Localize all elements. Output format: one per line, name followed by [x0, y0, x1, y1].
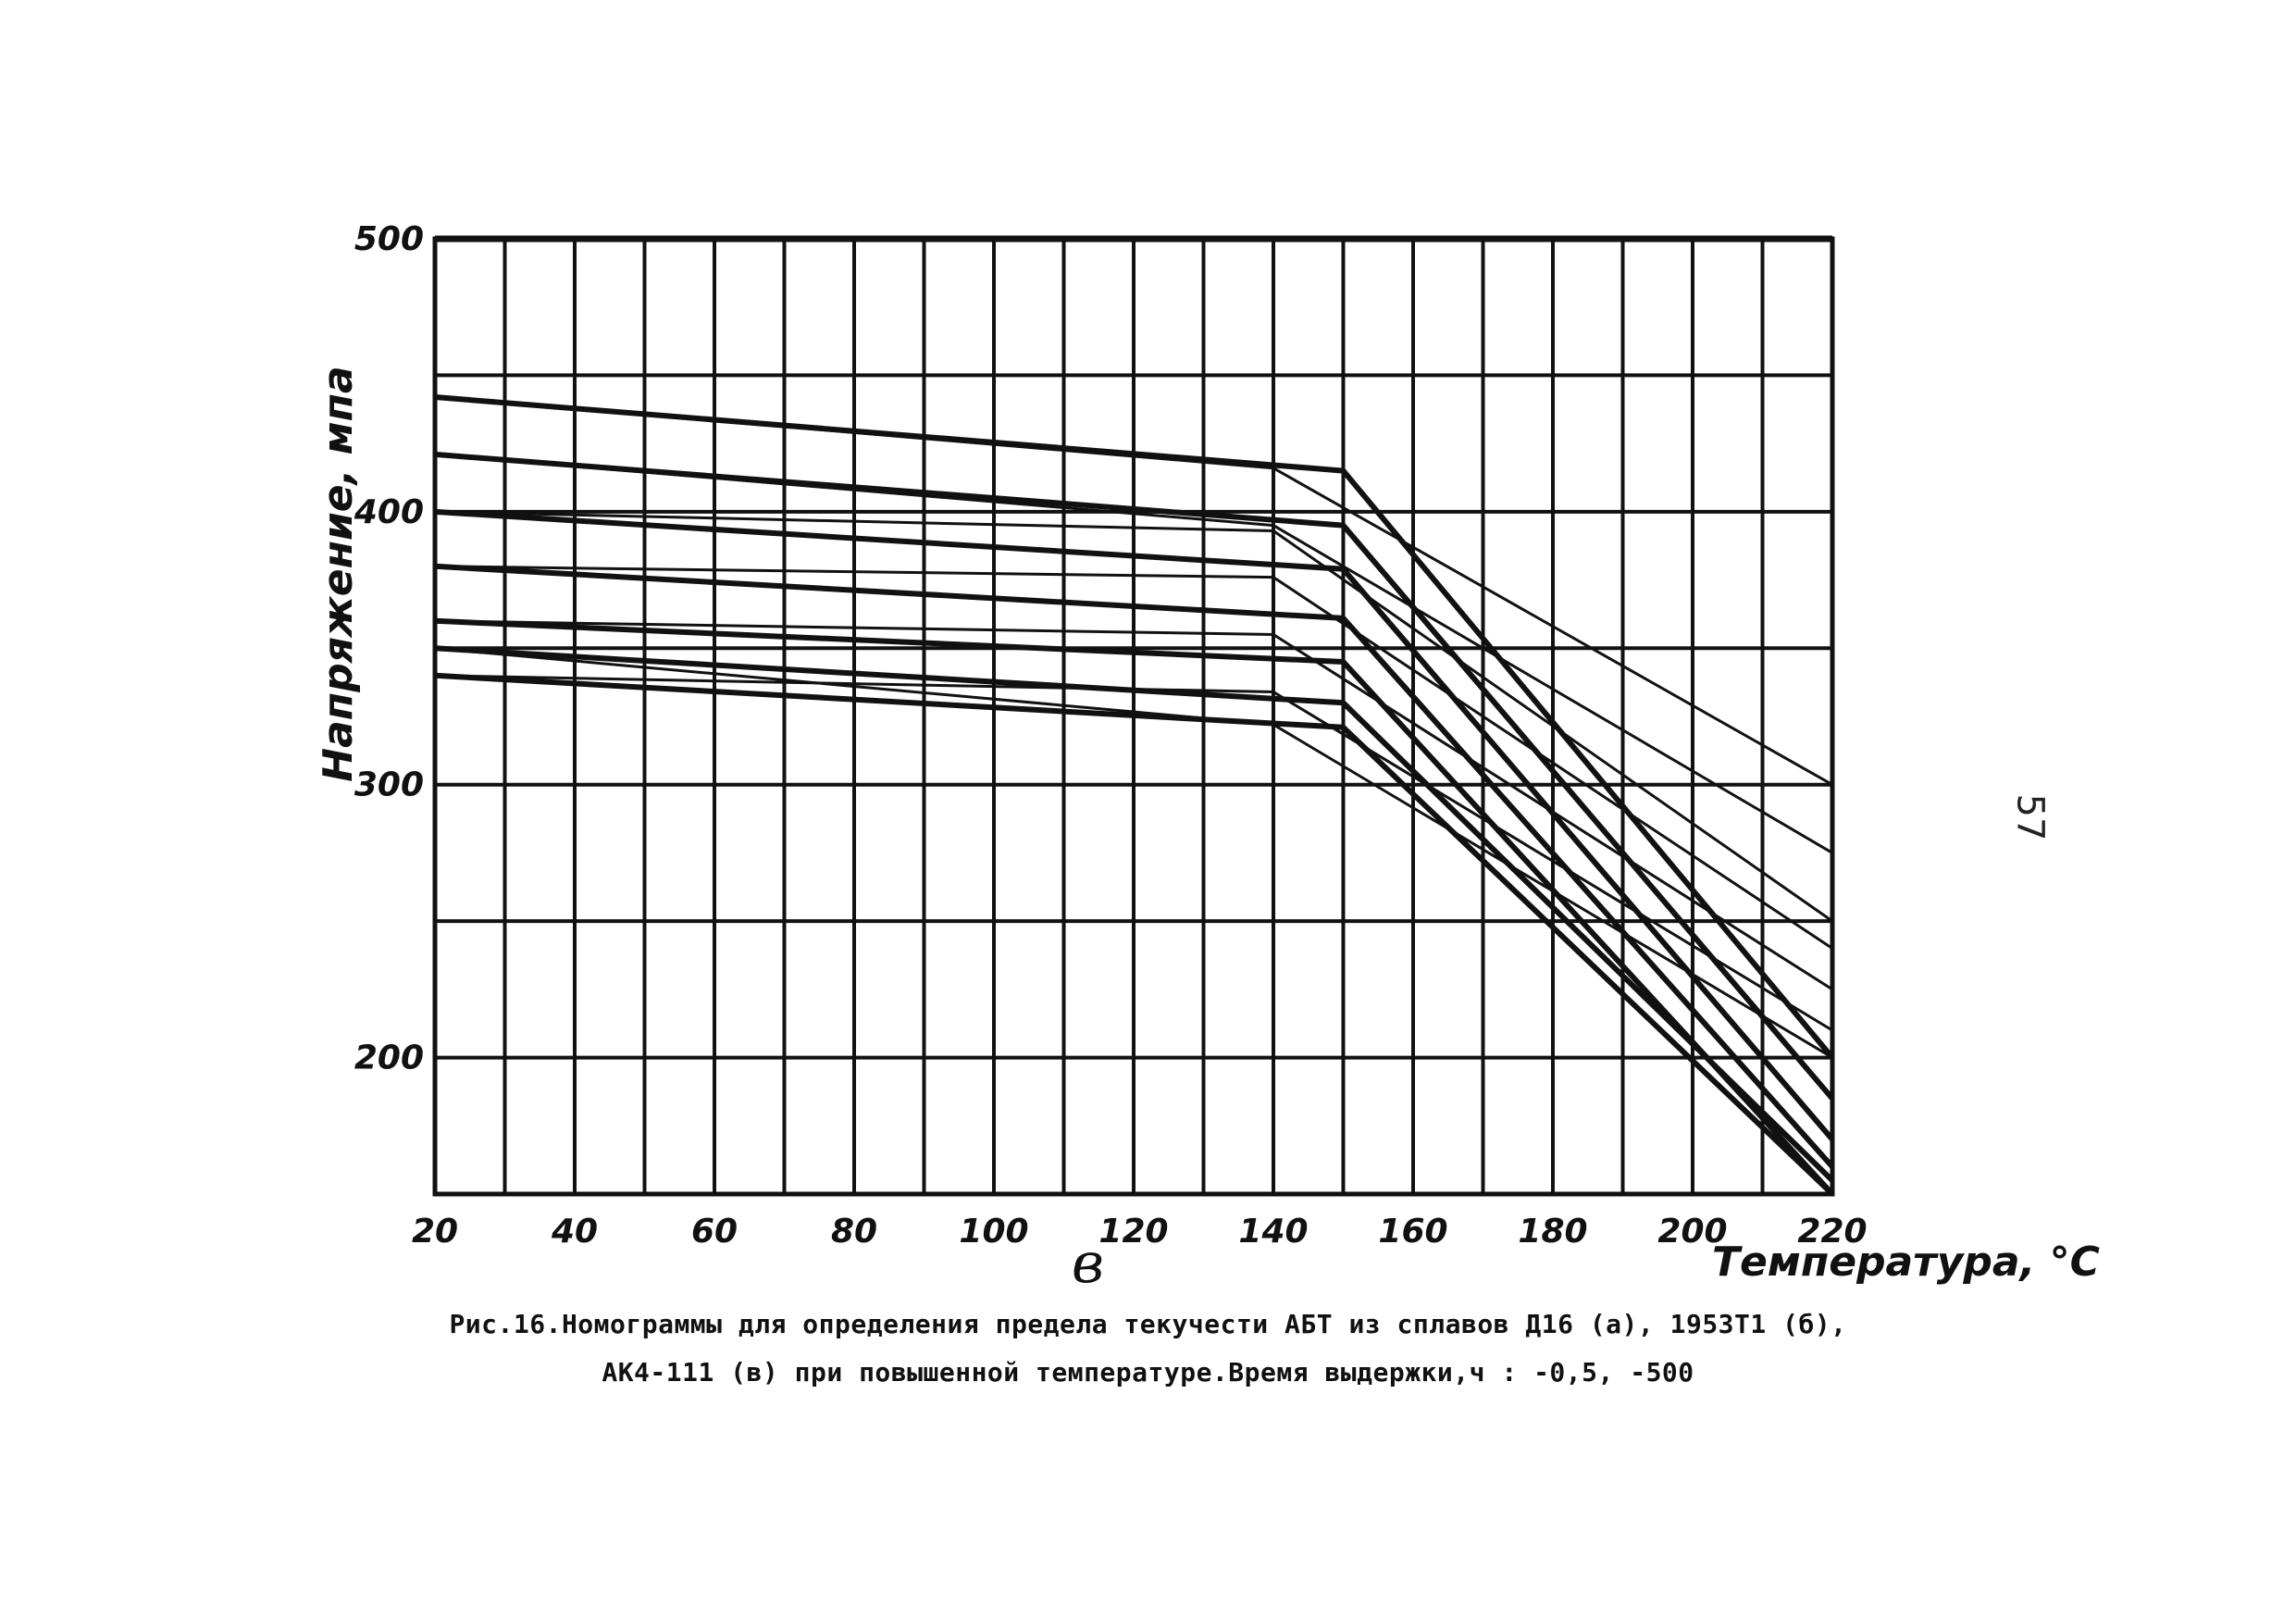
y-tick-label: 200	[354, 1039, 424, 1077]
x-tick-label: 120	[1098, 1213, 1168, 1251]
series-line-13	[434, 645, 1835, 1183]
series-line-7	[434, 563, 1835, 1169]
plot-frame	[432, 236, 1835, 1197]
grid	[432, 235, 1835, 1197]
series-line-2	[434, 395, 1833, 787]
x-tick-label: 80	[831, 1213, 877, 1251]
series-line-5	[434, 508, 1835, 1141]
x-tick-label: 140	[1238, 1213, 1308, 1251]
tick-labels: 20 40 60 80 100 120 140 160 180 200 220 200 300 400 50…	[354, 220, 1868, 1251]
series-line-9	[434, 617, 1835, 1197]
page-number: 57	[2008, 793, 2052, 841]
x-tick-label: 160	[1378, 1213, 1447, 1251]
x-tick-label: 60	[691, 1213, 738, 1251]
figure-caption-line-1: Рис.16.Номограммы для определения предел…	[449, 1309, 1847, 1339]
x-tick-label: 100	[959, 1213, 1028, 1251]
series-line-11	[434, 672, 1835, 1197]
panel-label: в	[1072, 1231, 1104, 1296]
x-tick-label: 180	[1518, 1213, 1587, 1251]
y-tick-label: 400	[354, 493, 424, 531]
x-tick-label: 200	[1657, 1213, 1727, 1251]
y-axis-title: Напряжение, мпа	[315, 366, 362, 781]
y-tick-label: 300	[354, 766, 424, 804]
series-line-8	[434, 565, 1833, 950]
y-tick-label: 500	[354, 220, 424, 258]
series-line-10	[434, 619, 1833, 991]
x-axis-title: Температура, °С	[1712, 1238, 2100, 1286]
x-tick-label: 40	[551, 1213, 598, 1251]
figure-caption-line-2: АК4-111 (в) при повышенной температуре.В…	[602, 1357, 1694, 1388]
series-line-14	[434, 646, 1833, 1059]
series-line-3	[434, 451, 1835, 1101]
series-line-12	[434, 674, 1833, 1032]
series-line-4	[434, 453, 1833, 854]
series-line-6	[434, 510, 1833, 923]
x-tick-label: 20	[412, 1213, 458, 1251]
series-lines	[434, 394, 1835, 1197]
x-tick-label: 220	[1797, 1213, 1867, 1251]
